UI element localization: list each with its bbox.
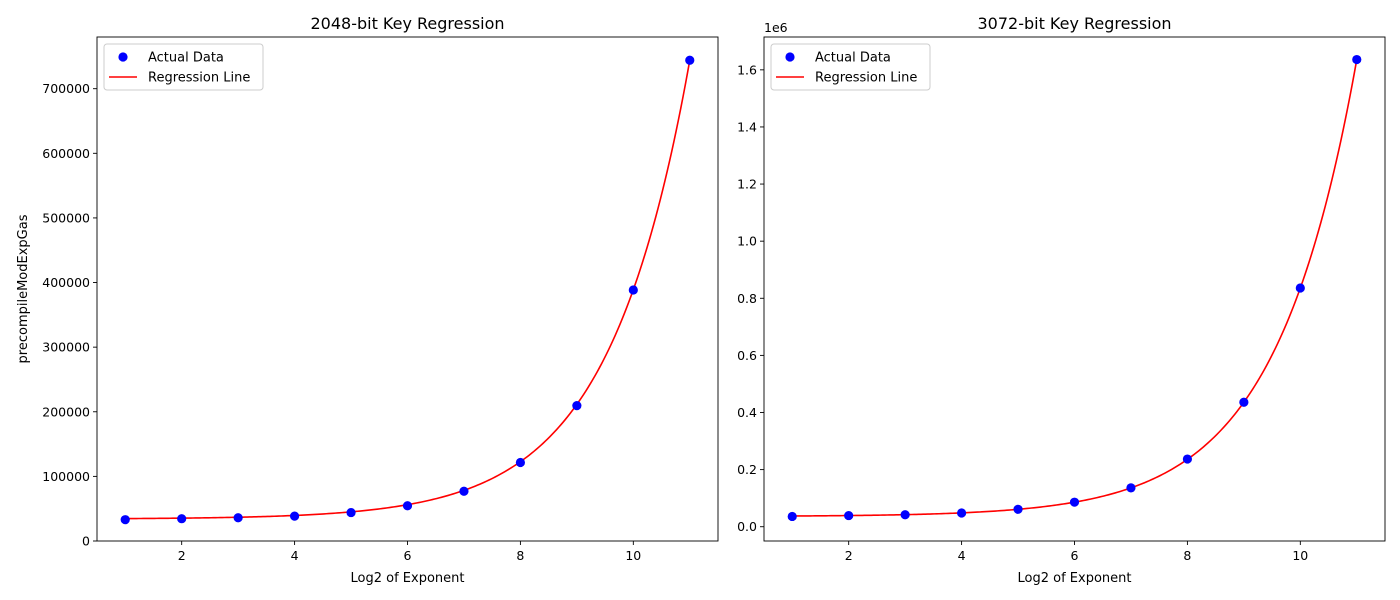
x-tick-label: 4: [291, 548, 299, 563]
chart-2048-bit: 2 4 6 8 10 0 100000 200000 300000 400000 500000 600…: [16, 14, 719, 586]
data-point: [459, 486, 469, 496]
y-tick-label: 400000: [42, 275, 90, 290]
x-tick-label: 2: [178, 548, 186, 563]
data-point: [515, 457, 526, 468]
data-point: [787, 511, 797, 522]
y-tick-label: 100000: [42, 469, 90, 484]
x-axis-label: Log2 of Exponent: [351, 571, 465, 586]
y-tick-label: 500000: [42, 210, 90, 225]
data-point: [685, 55, 695, 65]
y-tick-label: 1.4: [737, 119, 757, 134]
y-tick-label: 1.2: [737, 177, 757, 192]
legend: Actual Data Regression Line: [103, 43, 264, 91]
legend-box: [770, 43, 931, 91]
x-tick-label: 8: [1183, 548, 1191, 563]
data-point: [572, 401, 582, 411]
x-tick-label: 2: [845, 548, 853, 563]
x-axis-label: Log2 of Exponent: [1018, 571, 1132, 586]
data-point: [1182, 454, 1193, 464]
regression-line: [125, 60, 691, 520]
y-tick-label: 0.0: [737, 519, 757, 534]
data-point: [1069, 497, 1080, 507]
axes-frame: [96, 36, 719, 542]
data-point: [233, 513, 243, 523]
y-tick-label: 600000: [42, 146, 90, 161]
y-tick-label: 300000: [42, 340, 90, 355]
chart-title: 2048-bit Key Regression: [310, 14, 504, 33]
legend-label-regression-line: Regression Line: [815, 71, 917, 86]
legend-box: [103, 43, 264, 91]
legend-label-actual-data: Actual Data: [148, 51, 224, 66]
data-point: [1013, 504, 1023, 514]
y-axis-label: precompileModExpGas: [16, 214, 31, 363]
data-point: [1352, 54, 1362, 65]
x-tick-label: 10: [1292, 548, 1308, 563]
data-point: [346, 507, 356, 518]
chart-title: 3072-bit Key Regression: [977, 14, 1171, 33]
legend-marker-actual-data: [118, 52, 128, 62]
data-point: [120, 515, 130, 525]
legend-label-regression-line: Regression Line: [148, 71, 250, 86]
y-tick-label: 0.2: [737, 462, 757, 477]
y-tick-label: 0: [82, 534, 90, 549]
y-tick-label: 1.0: [737, 234, 757, 249]
x-tick-label: 8: [516, 548, 524, 563]
axes-frame: [763, 36, 1386, 542]
data-point: [900, 510, 910, 520]
x-tick-label: 6: [1071, 548, 1079, 563]
y-tick-label: 0.4: [737, 405, 757, 420]
x-tick-label: 10: [625, 548, 641, 563]
regression-line: [792, 59, 1358, 517]
data-point: [844, 510, 854, 521]
y-tick-label: 0.6: [737, 348, 757, 363]
y-tick-label: 700000: [42, 81, 90, 96]
data-point: [289, 511, 300, 521]
chart-3072-bit: 2 4 6 8 10 0.0 0.2 0.4 0.6 0.8 1.0 1.2 1.4 1.6 3072-bi…: [737, 14, 1386, 586]
data-point: [1239, 397, 1249, 407]
x-tick-label: 4: [958, 548, 966, 563]
data-point: [628, 285, 638, 295]
y-tick-label: 0.8: [737, 291, 757, 306]
data-point: [177, 514, 187, 524]
y-offset-label: 1e6: [764, 20, 788, 35]
data-point: [1126, 483, 1136, 493]
y-tick-label: 1.6: [737, 62, 757, 77]
data-point: [956, 508, 967, 518]
legend-label-actual-data: Actual Data: [815, 51, 891, 66]
legend-marker-actual-data: [785, 52, 795, 62]
legend: Actual Data Regression Line: [770, 43, 931, 91]
data-point: [402, 501, 413, 511]
y-tick-label: 200000: [42, 404, 90, 419]
x-tick-label: 6: [404, 548, 412, 563]
data-point: [1295, 283, 1305, 293]
